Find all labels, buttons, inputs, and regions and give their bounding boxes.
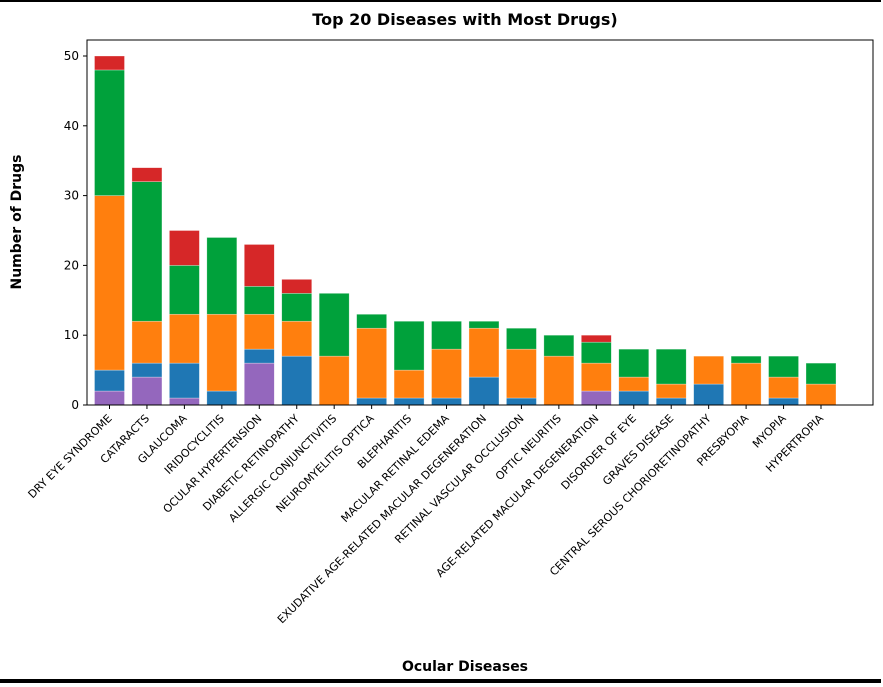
bar-segment-green xyxy=(318,293,350,357)
bar-segment-red xyxy=(169,230,200,266)
x-tick-label: OPTIC NEURITIS xyxy=(493,412,564,483)
bar-segment-green xyxy=(468,320,500,329)
bar-segment-green xyxy=(206,237,238,315)
bar-segment-blue xyxy=(655,397,687,406)
y-tick-label: 50 xyxy=(64,49,79,63)
bar-segment-blue xyxy=(393,397,425,406)
bar-segment-purple xyxy=(169,397,200,406)
y-tick-label: 20 xyxy=(64,258,79,272)
bar-segment-purple xyxy=(243,362,275,406)
bar-segment-red xyxy=(94,55,125,71)
bar-segment-purple xyxy=(131,376,163,406)
bar-segment-blue xyxy=(94,369,125,392)
bar-segment-blue xyxy=(768,397,799,406)
y-axis-label: Number of Drugs xyxy=(9,155,25,290)
bar-segment-green xyxy=(655,348,687,385)
bar-segment-orange xyxy=(618,376,650,392)
bar-segment-blue xyxy=(356,397,387,406)
bar-segment-orange xyxy=(94,195,125,371)
bar-segment-blue xyxy=(468,376,500,406)
bar-segment-green xyxy=(730,355,762,364)
bar-segment-blue xyxy=(431,397,462,406)
bar-segment-orange xyxy=(169,313,200,364)
bar-segment-orange xyxy=(131,320,163,364)
bar-segment-orange xyxy=(693,355,724,385)
bar-segment-orange xyxy=(805,383,837,406)
bar-segment-green xyxy=(281,293,313,322)
bar-segment-orange xyxy=(431,348,462,399)
bar-segment-orange xyxy=(468,327,500,378)
bar-segment-blue xyxy=(506,397,537,406)
bar-segment-blue xyxy=(206,390,238,406)
bar-segment-green xyxy=(805,362,837,385)
bar-segment-green xyxy=(243,286,275,315)
bar-segment-green xyxy=(768,355,799,378)
y-tick-label: 30 xyxy=(64,189,79,203)
bar-segment-orange xyxy=(356,327,387,399)
y-tick-label: 0 xyxy=(71,398,79,412)
bar-segment-orange xyxy=(768,376,799,399)
bar-segment-red xyxy=(243,244,275,287)
bar-segment-green xyxy=(393,320,425,371)
bar-segment-red xyxy=(131,167,163,182)
bar-segment-blue xyxy=(131,362,163,378)
bar-segment-purple xyxy=(94,390,125,406)
x-axis-label: Ocular Diseases xyxy=(402,659,528,675)
bar-segment-green xyxy=(431,320,462,350)
bar-segment-blue xyxy=(281,355,313,406)
bar-segment-green xyxy=(581,341,612,364)
y-tick-label: 10 xyxy=(64,328,79,342)
bar-segment-orange xyxy=(506,348,537,399)
bar-segment-red xyxy=(581,334,612,343)
bar-segment-green xyxy=(356,313,387,329)
bar-segment-orange xyxy=(318,355,350,406)
bar-segment-purple xyxy=(581,390,612,406)
bar-segment-orange xyxy=(243,313,275,350)
bar-segment-green xyxy=(94,69,125,196)
bar-segment-orange xyxy=(730,362,762,406)
bar-segment-green xyxy=(506,327,537,350)
bar-segment-orange xyxy=(581,362,612,392)
bar-segment-blue xyxy=(618,390,650,406)
chart-title: Top 20 Diseases with Most Drugs) xyxy=(312,10,617,29)
bar-segment-red xyxy=(281,279,313,294)
bar-segment-orange xyxy=(206,313,238,392)
bar-segment-blue xyxy=(243,348,275,364)
bar-segment-green xyxy=(131,181,163,322)
bar-segment-blue xyxy=(693,383,724,406)
bar-segment-green xyxy=(169,265,200,315)
plot-area-border xyxy=(86,39,874,406)
x-tick-label: GRAVES DISEASE xyxy=(600,412,676,488)
bar-segment-orange xyxy=(281,320,313,357)
bar-segment-green xyxy=(618,348,650,378)
bar-segment-blue xyxy=(169,362,200,399)
bar-segment-orange xyxy=(543,355,575,406)
bar-segment-orange xyxy=(393,369,425,399)
bar-segment-green xyxy=(543,334,575,357)
bar-segment-orange xyxy=(655,383,687,399)
y-tick-label: 40 xyxy=(64,119,79,133)
